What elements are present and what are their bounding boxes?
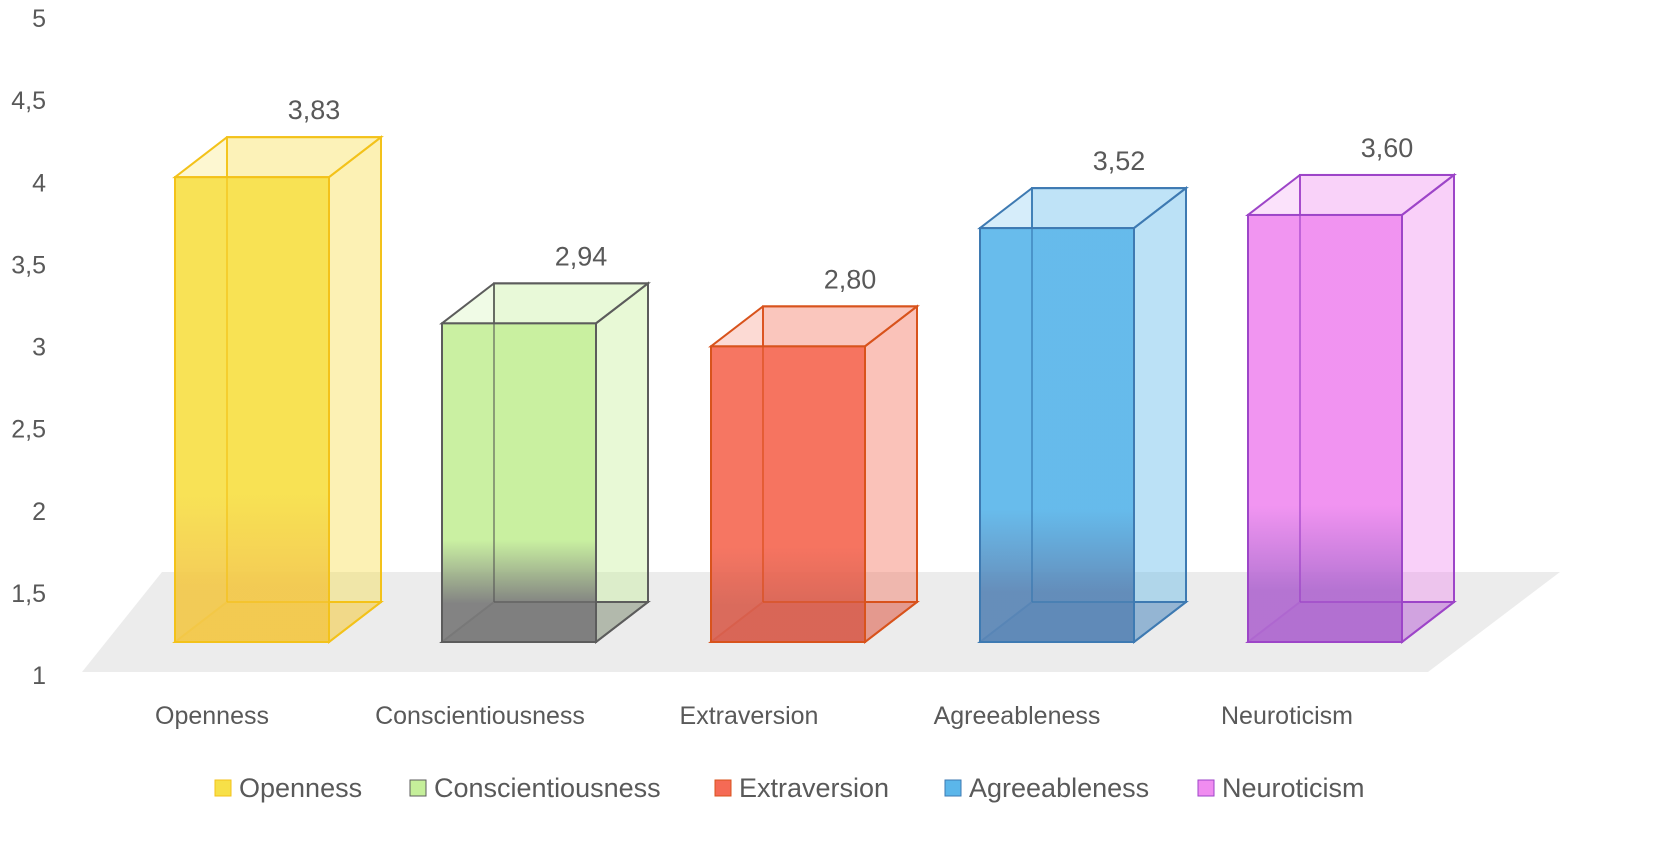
y-tick-label: 2,5: [11, 416, 46, 444]
legend-swatch: [1197, 779, 1215, 797]
x-tick-label: Extraversion: [680, 702, 819, 730]
bar-extraversion: [708, 304, 920, 645]
bars: [172, 135, 1457, 645]
x-tick-label: Conscientiousness: [375, 702, 585, 730]
y-tick-label: 2: [32, 498, 46, 526]
y-tick-label: 4: [32, 169, 46, 197]
y-tick-label: 1: [32, 662, 46, 690]
legend-label: Extraversion: [739, 773, 889, 803]
legend-item: Openness: [214, 773, 362, 803]
legend-swatch: [944, 779, 962, 797]
data-labels: 3,83 2,94 2,80 3,52 3,60: [288, 95, 1414, 294]
bar-openness: [172, 135, 384, 645]
data-label: 3,60: [1361, 133, 1414, 163]
legend-swatch: [214, 779, 232, 797]
data-label: 2,80: [824, 264, 877, 294]
bar-agreeableness: [977, 186, 1189, 645]
y-axis: 1 1,5 2 2,5 3 3,5 4 4,5 5: [11, 5, 46, 690]
bar-conscientiousness: [439, 281, 651, 645]
y-tick-label: 3,5: [11, 251, 46, 279]
data-label: 3,52: [1093, 146, 1146, 176]
data-label: 3,83: [288, 95, 341, 125]
y-tick-label: 5: [32, 5, 46, 33]
legend-swatch: [409, 779, 427, 797]
legend-swatch: [714, 779, 732, 797]
x-tick-label: Openness: [155, 702, 269, 730]
legend-label: Openness: [239, 773, 362, 803]
y-tick-label: 4,5: [11, 87, 46, 115]
bar-neuroticism: [1245, 172, 1457, 645]
y-tick-label: 3: [32, 334, 46, 362]
data-label: 2,94: [555, 241, 608, 271]
legend-item: Agreeableness: [944, 773, 1149, 803]
legend-label: Agreeableness: [969, 773, 1149, 803]
y-tick-label: 1,5: [11, 580, 46, 608]
legend-item: Neuroticism: [1197, 773, 1365, 803]
x-tick-label: Agreeableness: [934, 702, 1101, 730]
x-axis: Openness Conscientiousness Extraversion Agr…: [155, 702, 1353, 730]
legend-item: Conscientiousness: [409, 773, 661, 803]
legend-item: Extraversion: [714, 773, 889, 803]
legend-label: Neuroticism: [1222, 773, 1365, 803]
x-tick-label: Neuroticism: [1221, 702, 1353, 730]
legend-label: Conscientiousness: [434, 773, 661, 803]
legend: Openness Conscientiousness Extraversion Agr…: [214, 773, 1365, 803]
